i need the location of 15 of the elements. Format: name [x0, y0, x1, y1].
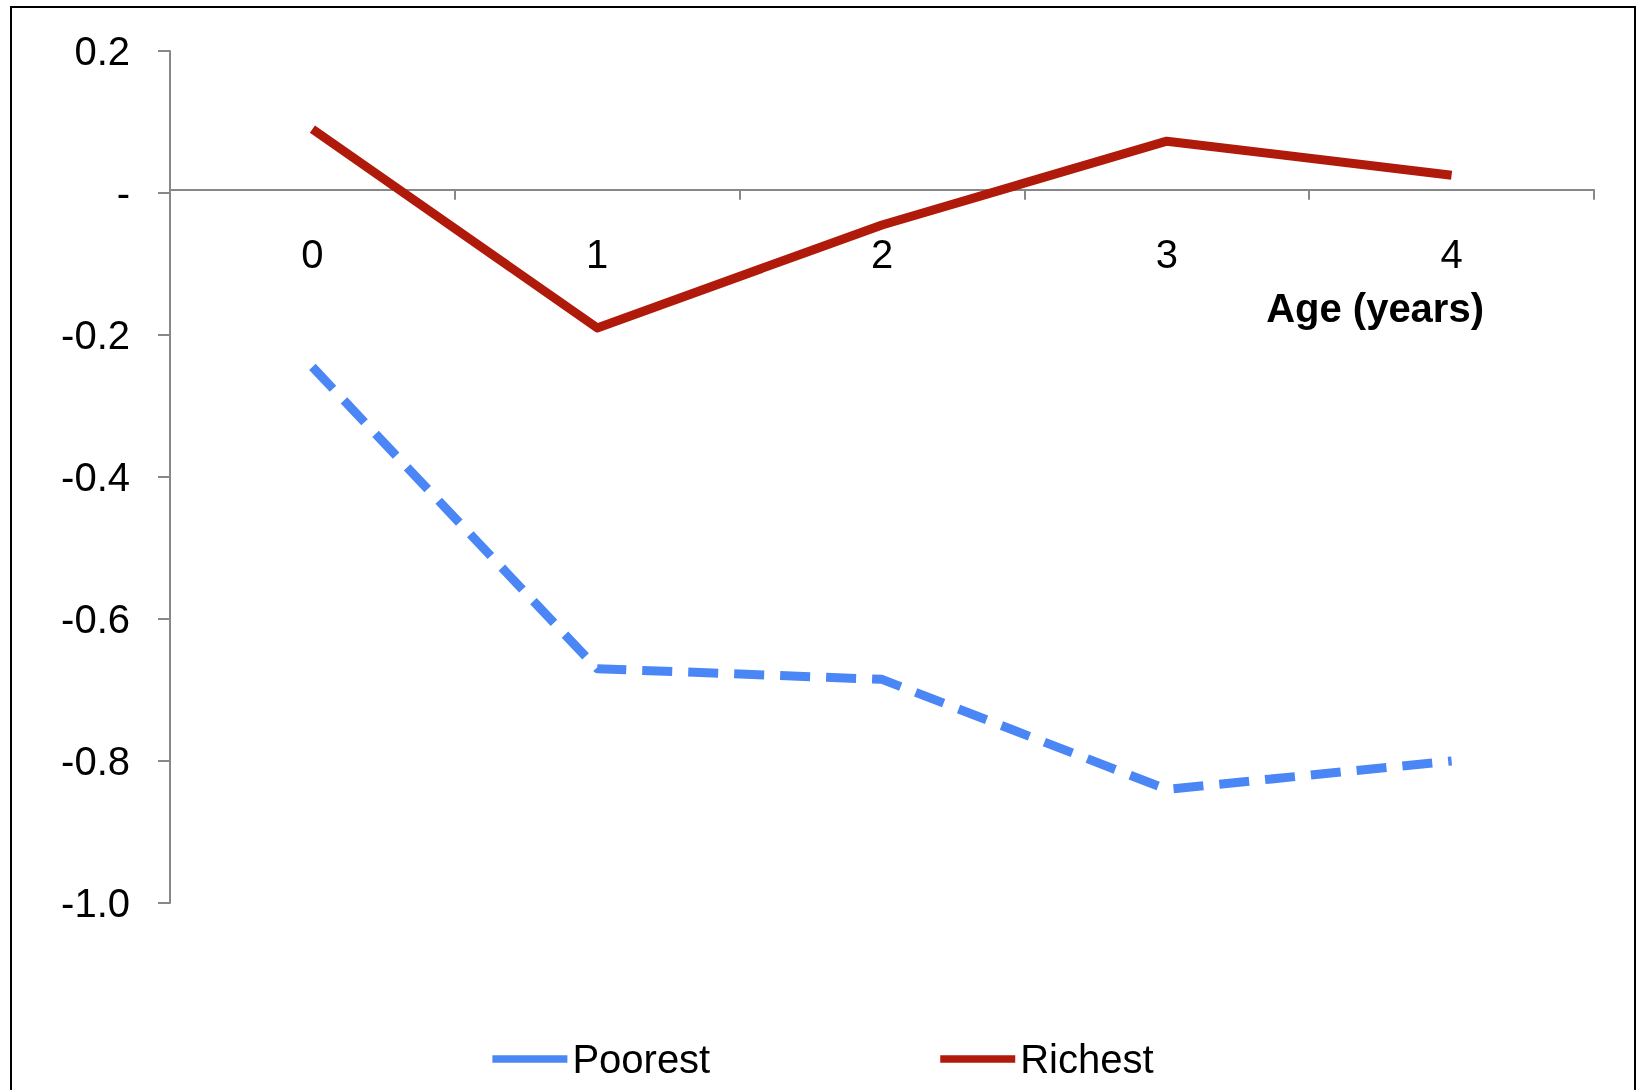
x-tick-label: 1 [586, 231, 609, 276]
x-tick-label: 3 [1155, 231, 1178, 276]
y-tick-label: 0.2 [74, 29, 130, 73]
y-tick-label: -0.4 [61, 455, 130, 499]
x-tick-label: 4 [1440, 231, 1463, 276]
y-tick-label: -0.6 [61, 597, 130, 641]
y-tick-label: - [116, 171, 130, 215]
x-tick-label: 2 [870, 231, 894, 276]
legend-label: Richest [1020, 1037, 1154, 1081]
legend-label: Poorest [572, 1037, 711, 1081]
x-tick-label: 0 [301, 231, 324, 276]
y-tick-label: -0.2 [61, 313, 130, 357]
y-tick-label: -0.8 [61, 739, 130, 783]
y-tick-label: -1.0 [61, 881, 130, 925]
x-axis-title: Age (years) [1266, 286, 1484, 330]
